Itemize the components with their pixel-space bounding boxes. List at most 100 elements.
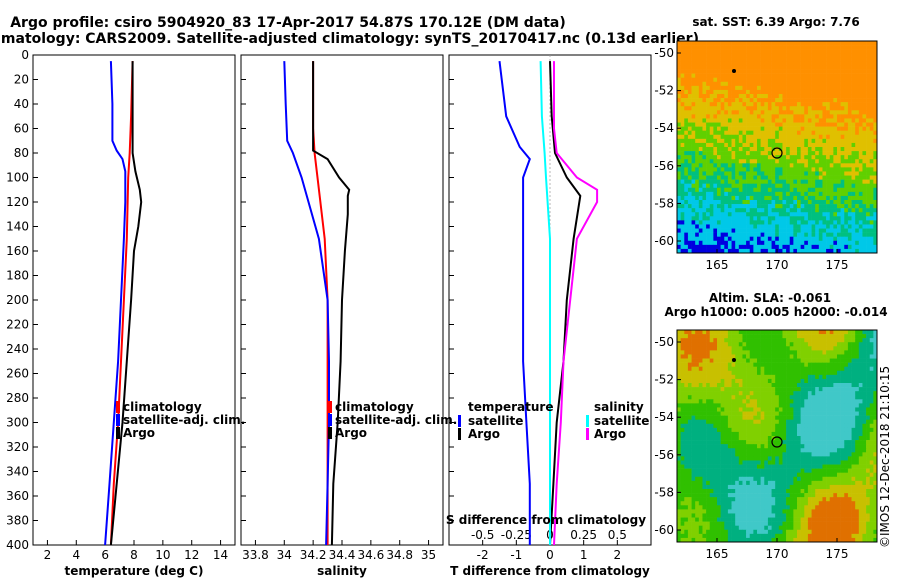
map-cell [855, 346, 860, 351]
map-cell [829, 102, 834, 107]
map-cell [807, 468, 812, 473]
map-cell [757, 57, 761, 62]
map-cell [706, 452, 711, 457]
map-cell [862, 151, 867, 156]
map-cell [815, 431, 820, 437]
map-cell [717, 187, 721, 193]
map-cell [738, 163, 743, 168]
map-cell [742, 399, 747, 404]
map-cell [713, 395, 718, 400]
map-cell [724, 423, 729, 429]
map-cell [858, 216, 863, 221]
map-cell [818, 216, 823, 221]
map-cell [771, 89, 776, 95]
map-cell [793, 224, 798, 229]
map-cell [695, 248, 700, 254]
map-cell [753, 200, 758, 205]
map-cell [702, 354, 707, 359]
map-cell [775, 374, 780, 380]
map-cell [727, 41, 732, 46]
map-cell [807, 167, 812, 172]
map-cell [717, 45, 721, 50]
map-cell [749, 57, 754, 62]
map-cell [771, 118, 776, 123]
map-cell [709, 200, 714, 205]
map-cell [706, 45, 711, 50]
map-cell [727, 232, 732, 237]
map-cell [709, 399, 714, 404]
map-cell [742, 452, 747, 457]
map-cell [706, 81, 711, 87]
map-cell [782, 456, 787, 461]
map-cell [862, 395, 867, 400]
map-cell [724, 69, 729, 74]
map-cell [735, 391, 740, 396]
map-cell [677, 423, 681, 429]
map-cell [862, 370, 867, 376]
map-cell [840, 342, 845, 347]
map-cell [862, 248, 867, 254]
map-cell [757, 350, 761, 355]
map-cell [844, 395, 849, 400]
map-cell [684, 220, 689, 225]
map-cell [837, 208, 841, 213]
map-cell [687, 147, 692, 152]
map-cell [826, 399, 831, 404]
map-cell [778, 151, 783, 156]
map-cell [738, 106, 743, 111]
map-cell [724, 81, 729, 87]
map-cell [815, 423, 820, 429]
map-cell [855, 110, 860, 115]
map-cell [749, 334, 754, 339]
map-cell [753, 175, 758, 180]
map-cell [815, 374, 820, 380]
map-cell [746, 440, 751, 445]
map-cell [680, 122, 685, 127]
map-cell [677, 53, 681, 58]
map-cell [687, 61, 692, 66]
map-cell [829, 423, 834, 429]
map-cell [749, 147, 754, 152]
map-cell [811, 342, 816, 347]
map-cell [757, 208, 761, 213]
map-cell [706, 370, 711, 376]
map-cell [847, 338, 852, 343]
map-cell [775, 183, 780, 189]
map-cell [684, 49, 689, 54]
map-cell [735, 41, 740, 46]
map-cell [742, 61, 747, 66]
map-cell [727, 224, 732, 229]
map-cell [764, 224, 769, 229]
map-cell [837, 350, 841, 355]
map-cell [811, 114, 816, 119]
map-cell [786, 183, 791, 189]
map-cell [811, 358, 816, 363]
map-cell [691, 122, 696, 127]
map-cell [738, 138, 743, 144]
map-cell [702, 65, 707, 70]
map-cell [735, 427, 740, 433]
map-cell [713, 53, 718, 58]
map-cell [873, 444, 878, 449]
map-cell [709, 362, 714, 367]
map-cell [757, 370, 761, 376]
map-cell [858, 407, 863, 412]
map-cell [760, 134, 765, 140]
map-cell [829, 452, 834, 457]
map-cell [695, 350, 700, 355]
map-cell [698, 244, 703, 250]
map-cell [764, 118, 769, 123]
map-cell [713, 171, 718, 176]
map-cell [873, 69, 878, 74]
map-cell [778, 244, 783, 250]
map-cell [720, 208, 725, 213]
map-cell [862, 126, 867, 131]
map-cell [706, 374, 711, 380]
map-cell [742, 431, 747, 437]
map-cell [684, 204, 689, 209]
map-cell [731, 216, 736, 221]
map-cell [837, 77, 841, 83]
map-cell [677, 338, 681, 343]
map-cell [760, 138, 765, 144]
map-cell [786, 468, 791, 473]
